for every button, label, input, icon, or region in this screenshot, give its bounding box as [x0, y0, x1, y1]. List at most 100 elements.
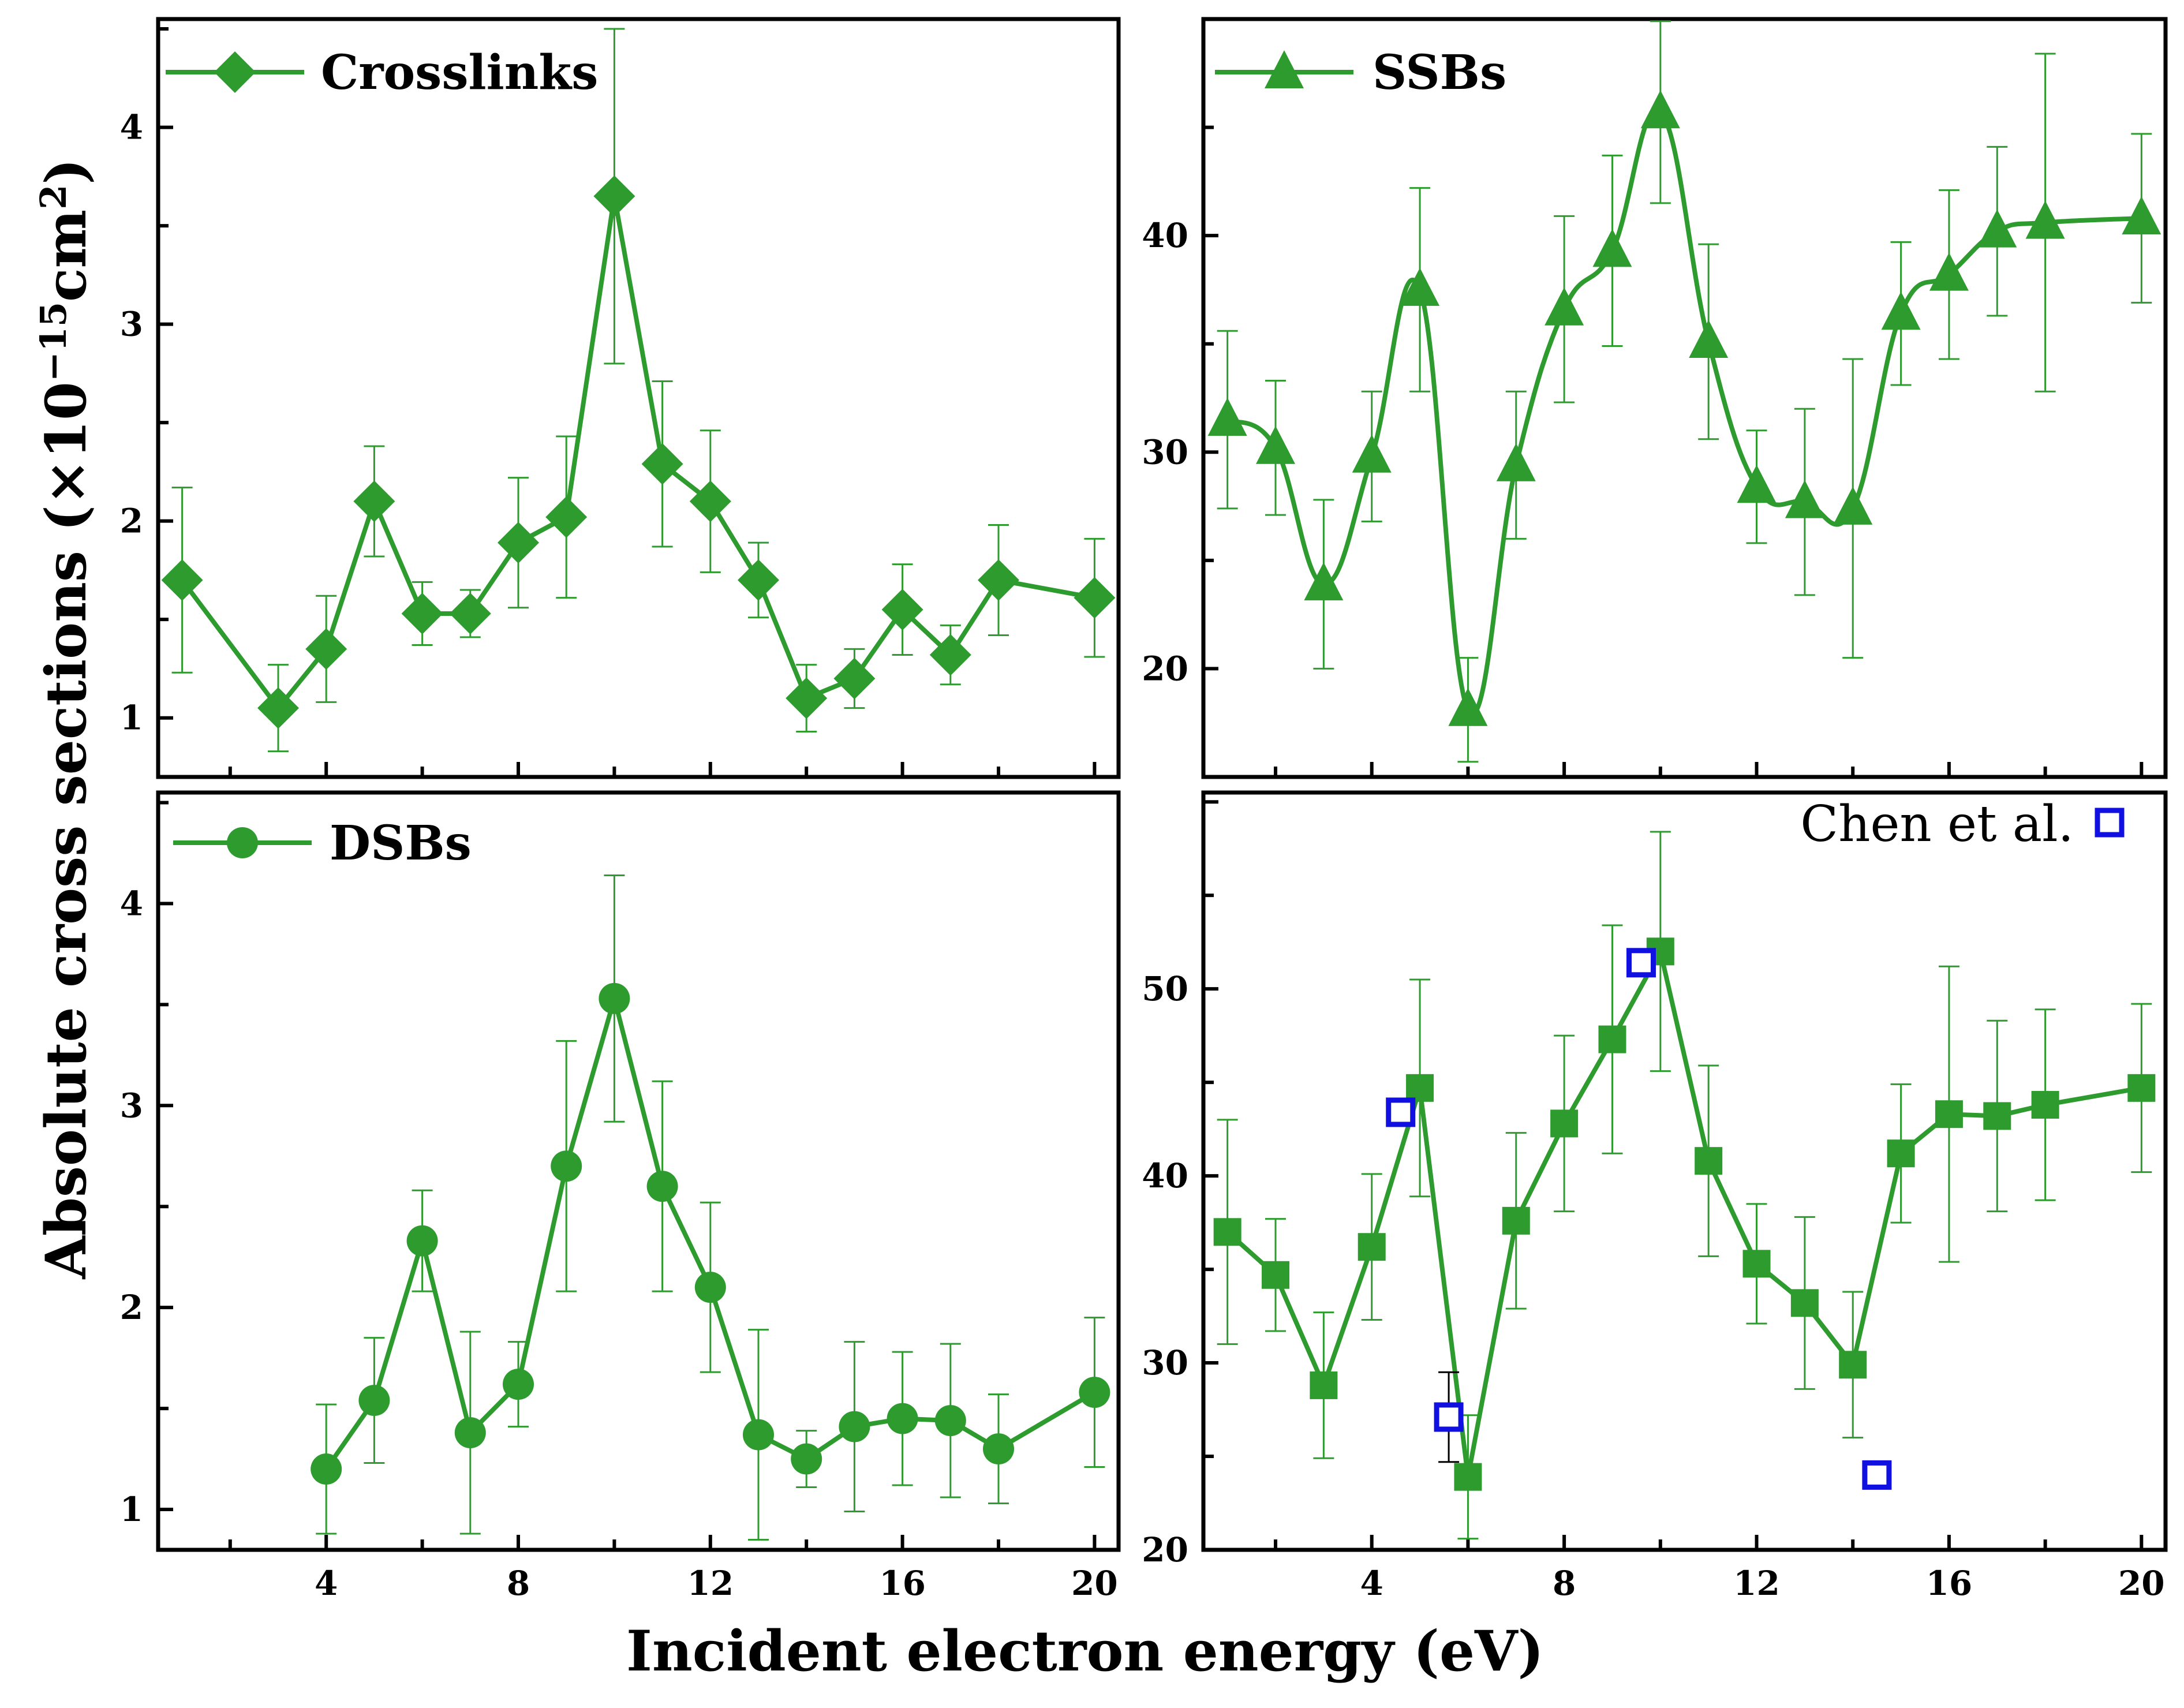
reference-point: [1865, 1463, 1889, 1487]
data-point: [503, 1369, 534, 1400]
y-tick-label: 3: [120, 1086, 143, 1125]
y-tick-label: 40: [1142, 216, 1188, 255]
data-point: [647, 1171, 678, 1202]
data-point: [1737, 465, 1777, 503]
x-tick-label: 20: [2118, 1564, 2165, 1603]
series-line: [1228, 110, 2142, 714]
data-point: [839, 1411, 870, 1442]
data-point: [402, 593, 443, 634]
data-point: [1214, 1218, 1241, 1246]
data-point: [551, 1150, 582, 1182]
legend: DSBs: [173, 816, 472, 871]
data-point: [983, 1433, 1014, 1464]
data-point: [1502, 1207, 1530, 1235]
data-point: [1550, 1109, 1578, 1137]
data-point: [2032, 1091, 2059, 1119]
y-tick-label: 1: [120, 1490, 143, 1529]
legend-label: SSBs: [1373, 45, 1506, 100]
data-point: [1833, 487, 1872, 525]
data-point: [599, 983, 630, 1014]
y-tick-label: 40: [1142, 1156, 1188, 1195]
legend: Crosslinks: [166, 45, 598, 100]
y-tick-label: 30: [1142, 1343, 1188, 1382]
data-point: [1079, 1377, 1110, 1408]
y-tick-label: 4: [120, 108, 143, 147]
data-point: [1074, 577, 1115, 619]
data-point: [455, 1417, 486, 1448]
data-point: [738, 559, 779, 601]
data-point: [935, 1405, 966, 1436]
x-tick-label: 16: [879, 1564, 926, 1603]
data-point: [2122, 196, 2161, 234]
data-point: [1497, 443, 1536, 481]
data-point: [353, 481, 395, 522]
data-point: [690, 481, 731, 522]
data-point: [1935, 1100, 1963, 1128]
plot-frame: [1203, 793, 2166, 1550]
data-point: [1352, 435, 1392, 473]
crosslinks-panel: 1 2 3 4 Crosslinks: [120, 19, 1119, 777]
plot-frame: [158, 19, 1119, 777]
data-point: [1592, 229, 1632, 267]
data-point: [1743, 1250, 1771, 1277]
data-point: [593, 175, 635, 217]
x-tick-label: 4: [1360, 1564, 1383, 1603]
data-point: [311, 1453, 342, 1485]
data-point: [1544, 287, 1584, 326]
y-tick-label: 2: [120, 502, 143, 541]
y-tick-label: 30: [1142, 432, 1188, 472]
ssbs-panel: 20 30 40 SSBs: [1142, 19, 2166, 777]
data-point: [1887, 1139, 1915, 1167]
data-point: [642, 443, 683, 485]
y-axis-title-unit-exponent: 2: [32, 185, 74, 210]
reference-point: [1437, 1405, 1461, 1429]
data-point: [1310, 1371, 1337, 1399]
reference-point: [1629, 951, 1653, 975]
x-tick-label: 20: [1071, 1564, 1118, 1603]
reference-point: [1389, 1100, 1413, 1124]
legend-label: Chen et al.: [1800, 795, 2074, 853]
data-point: [1791, 1289, 1819, 1317]
y-tick-label: 20: [1142, 649, 1188, 688]
data-point: [833, 657, 875, 699]
legend-marker: [227, 827, 258, 858]
legend-label: Crosslinks: [321, 45, 598, 100]
x-tick-label: 4: [315, 1564, 338, 1603]
x-tick-label: 12: [687, 1564, 734, 1603]
data-point: [1358, 1233, 1386, 1261]
y-axis-title: Absolute cross sections (×10−15cm2): [32, 158, 99, 1279]
data-point: [1689, 320, 1728, 358]
legend: SSBs: [1215, 45, 1506, 100]
data-point: [545, 496, 587, 538]
x-tick-label: 8: [1553, 1564, 1576, 1603]
comparison-panel: 4 8 12 16 20 20 30 40 50 Chen et al.: [1142, 793, 2166, 1603]
data-point: [1977, 210, 2017, 248]
x-axis-title: Incident electron energy (eV): [626, 1619, 1544, 1684]
data-point: [695, 1272, 726, 1303]
data-point: [1839, 1351, 1867, 1378]
series-line: [1228, 951, 2142, 1477]
y-tick-label: 20: [1142, 1530, 1188, 1569]
data-point: [1882, 291, 1921, 330]
data-point: [786, 678, 827, 719]
data-point: [978, 559, 1019, 601]
y-axis-title-exponent: −15: [32, 302, 74, 382]
legend-label: DSBs: [330, 816, 472, 871]
data-point: [1454, 1463, 1482, 1491]
series-line: [182, 196, 1095, 708]
figure: 1234Crosslinks 203040SSBs 4 8 12 16 201234DS…: [0, 0, 2184, 1708]
plot-frame: [1203, 19, 2166, 777]
data-point: [498, 522, 539, 563]
data-point: [1598, 1026, 1626, 1053]
data-point: [1262, 1261, 1289, 1289]
data-point: [743, 1419, 774, 1451]
data-point: [450, 593, 491, 634]
data-point: [1641, 90, 1680, 128]
legend-marker: [1265, 50, 1304, 88]
data-point: [887, 1403, 918, 1434]
legend-marker: [214, 51, 256, 93]
y-tick-label: 50: [1142, 969, 1188, 1008]
data-point: [1695, 1147, 1722, 1175]
y-tick-label: 4: [120, 884, 143, 923]
